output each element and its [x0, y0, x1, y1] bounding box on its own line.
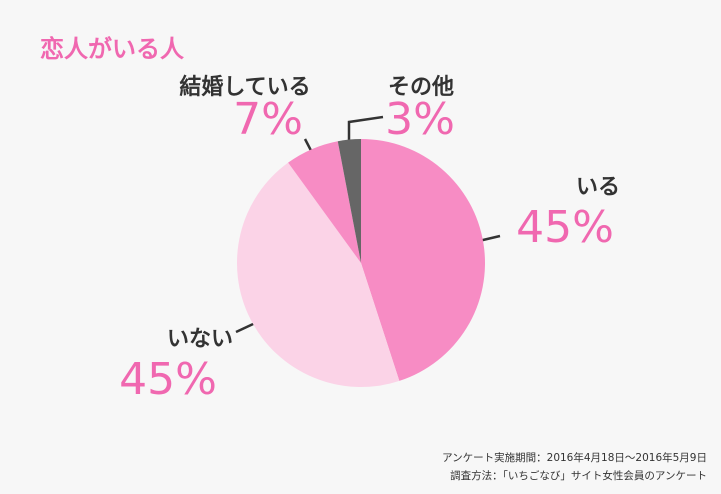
- pie-slice: [288, 141, 361, 263]
- value-label: 45%: [516, 202, 614, 253]
- pie-slice: [361, 139, 485, 381]
- note: 調査方法：「いちごなび」サイト女性会員のアンケート: [450, 469, 707, 482]
- note: アンケート実施期間：2016年4月18日〜2016年5月9日: [442, 451, 707, 464]
- pie-slice: [237, 162, 400, 387]
- leader-line: [347, 115, 384, 148]
- value-label: 3%: [385, 94, 455, 145]
- slice-label: その他: [388, 75, 454, 100]
- slice-label: 結婚している: [179, 74, 310, 100]
- pie-slice: [337, 139, 361, 263]
- slice-label: いない: [167, 327, 233, 352]
- value-label: 7%: [233, 94, 303, 145]
- slice-label: いる: [576, 175, 620, 200]
- value-label: 45%: [119, 354, 217, 405]
- chart-title: 恋人がいる人: [40, 35, 184, 63]
